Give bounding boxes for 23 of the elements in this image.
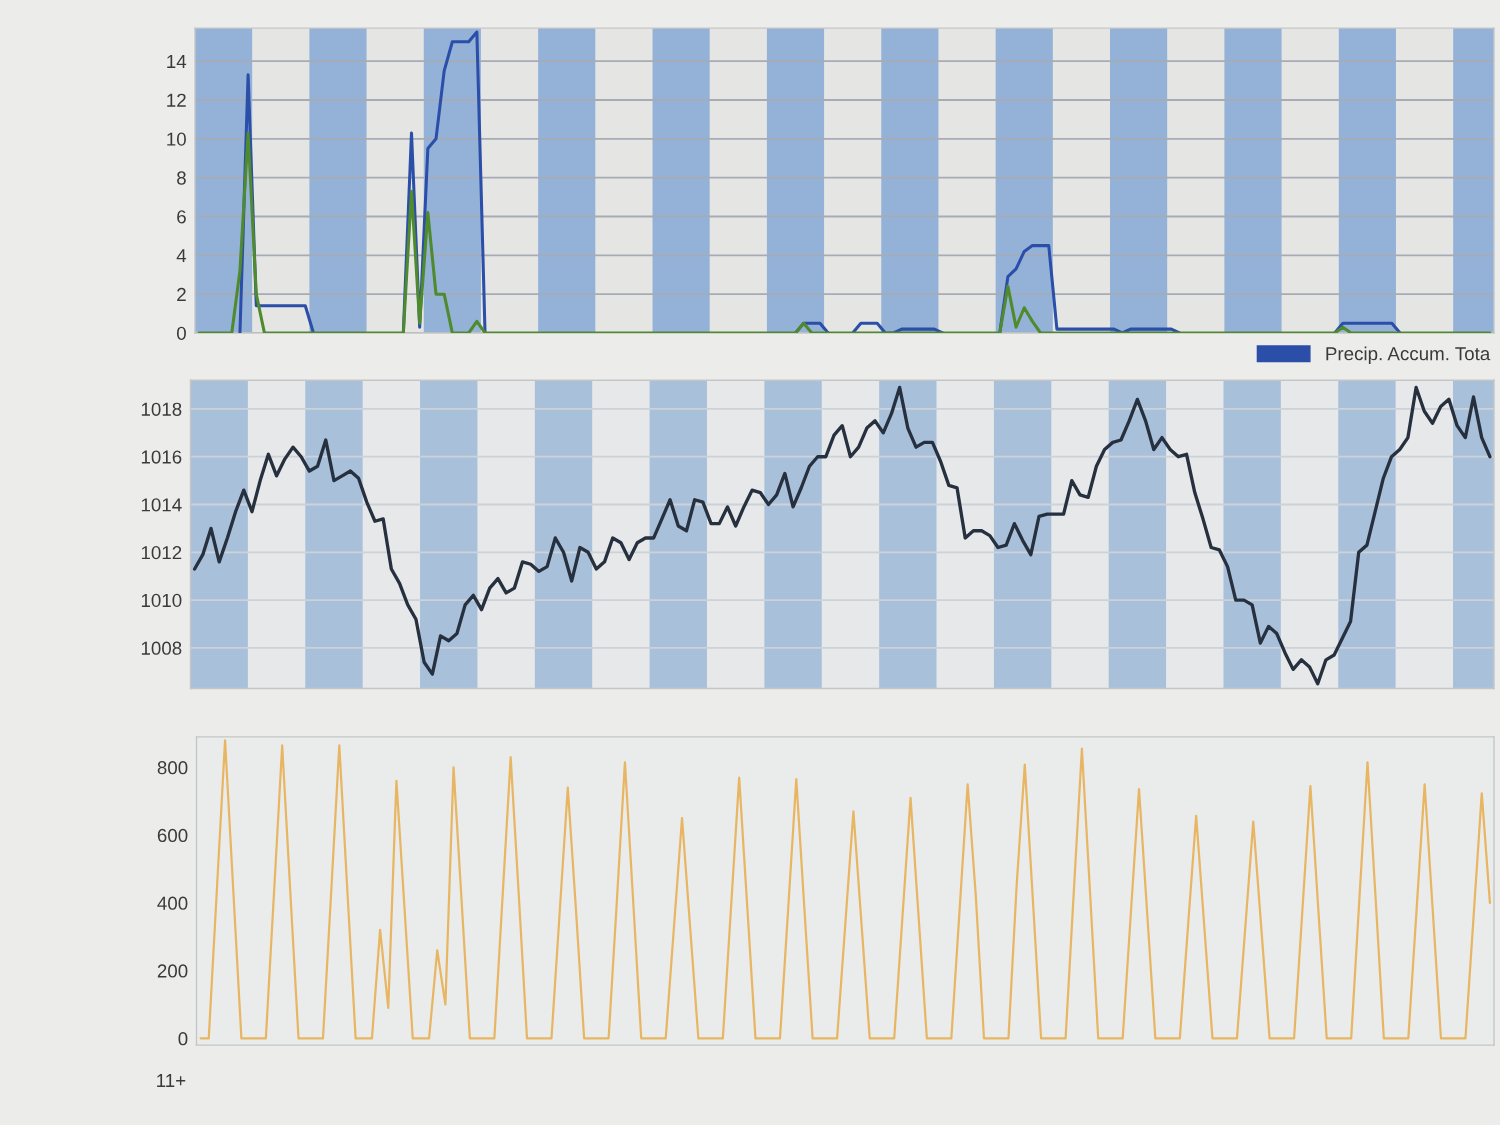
y-tick-label: 800	[157, 761, 188, 775]
text: 11+	[157, 1074, 186, 1087]
y-tick-label: 200	[157, 964, 188, 978]
y-tick-label: 1010	[141, 593, 182, 608]
y-tick-label: 6	[177, 210, 186, 224]
legend-label: Precip. Accum. Tota	[1326, 346, 1491, 365]
y-tick-label: 1018	[141, 402, 182, 416]
line-series	[199, 739, 1492, 1040]
y-tick-label: 1008	[141, 641, 182, 655]
y-tick-label: 0	[178, 1032, 188, 1046]
y-tick-label: 0	[176, 326, 186, 340]
line-series	[192, 385, 1492, 686]
y-tick-label: 1016	[141, 450, 182, 464]
y-tick-label: 10	[167, 132, 186, 146]
y-tick-label: 12	[167, 93, 186, 107]
y-tick-label: 1012	[141, 546, 182, 560]
y-tick-label: 2	[177, 287, 186, 301]
y-tick-label: 14	[167, 55, 187, 68]
y-tick-label: 600	[157, 828, 188, 843]
y-tick-label: 4	[176, 249, 187, 263]
y-tick-label: 400	[157, 896, 188, 910]
y-tick-label: 1014	[141, 498, 182, 512]
y-tick-label: 8	[177, 171, 186, 185]
